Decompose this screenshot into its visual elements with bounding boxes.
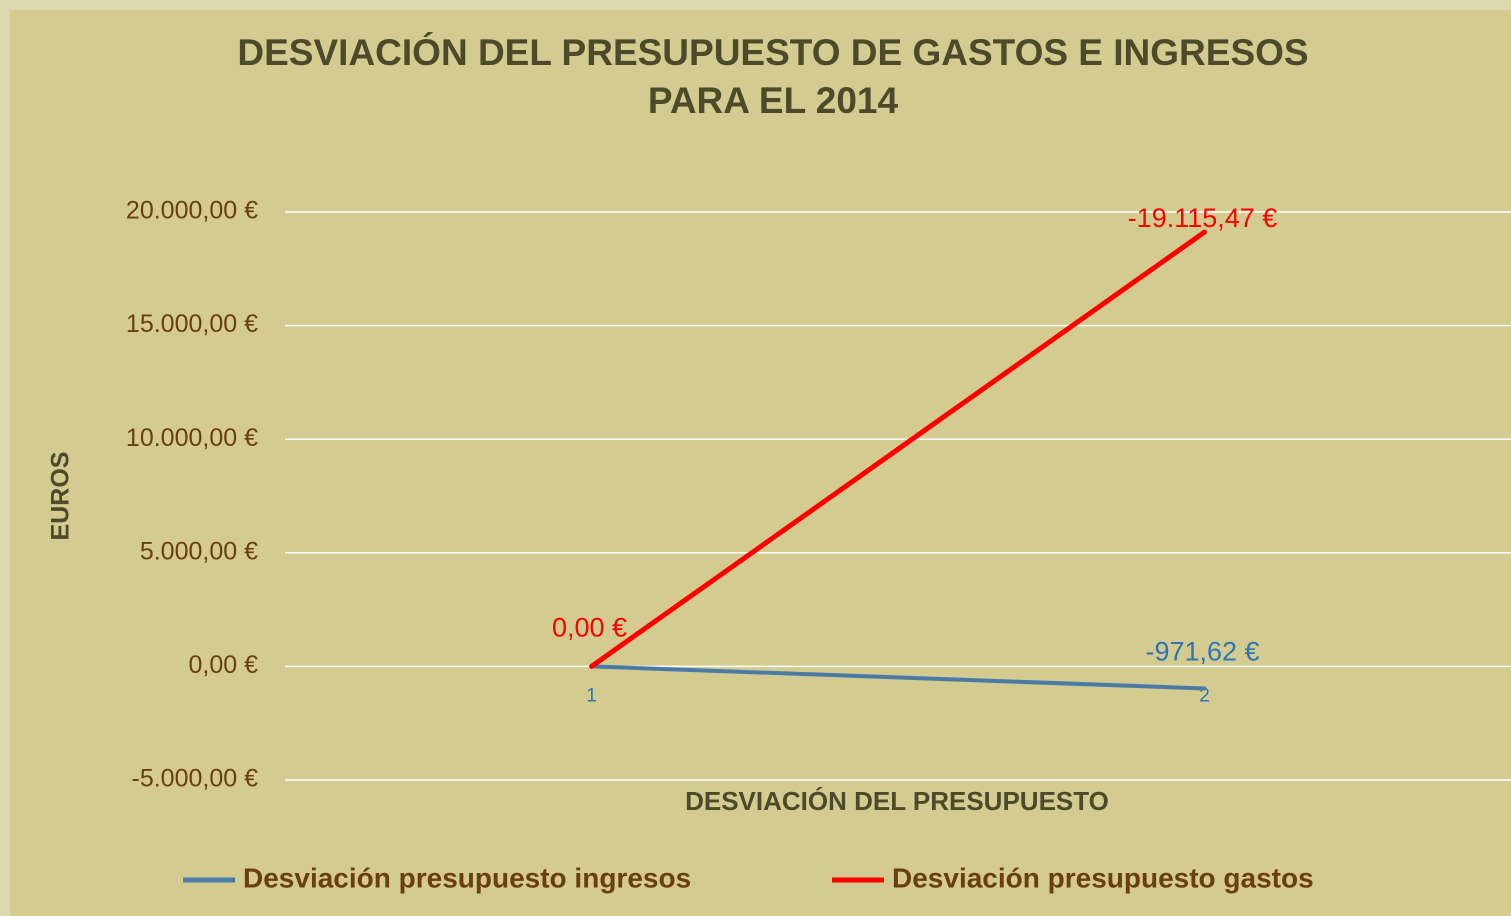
chart-area bbox=[10, 10, 1511, 916]
x-axis-title: DESVIACIÓN DEL PRESUPUESTO bbox=[685, 786, 1109, 816]
line bbox=[589, 229, 1207, 669]
y-tick-label: 15.000,00 € bbox=[126, 310, 258, 338]
data-label: 0,00 € bbox=[552, 613, 627, 643]
y-tick-label: -5.000,00 € bbox=[132, 765, 259, 793]
legend-label: Desviación presupuesto gastos bbox=[892, 862, 1314, 893]
y-tick-label: 20.000,00 € bbox=[126, 197, 258, 225]
data-label: -19.115,47 € bbox=[1128, 203, 1278, 233]
y-tick-label: 0,00 € bbox=[188, 651, 258, 679]
line bbox=[589, 664, 1207, 691]
chart-title: DESVIACIÓN DEL PRESUPUESTO DE GASTOS E I… bbox=[237, 31, 1308, 121]
data-label: -971,62 € bbox=[1145, 637, 1259, 667]
x-tick-label: 2 bbox=[1199, 685, 1210, 706]
x-tick-label: 1 bbox=[586, 685, 597, 706]
y-tick-label: 10.000,00 € bbox=[126, 424, 258, 452]
y-axis-title: EUROS bbox=[47, 452, 75, 541]
legend-label: Desviación presupuesto ingresos bbox=[243, 862, 691, 893]
y-tick-label: 5.000,00 € bbox=[140, 537, 258, 565]
